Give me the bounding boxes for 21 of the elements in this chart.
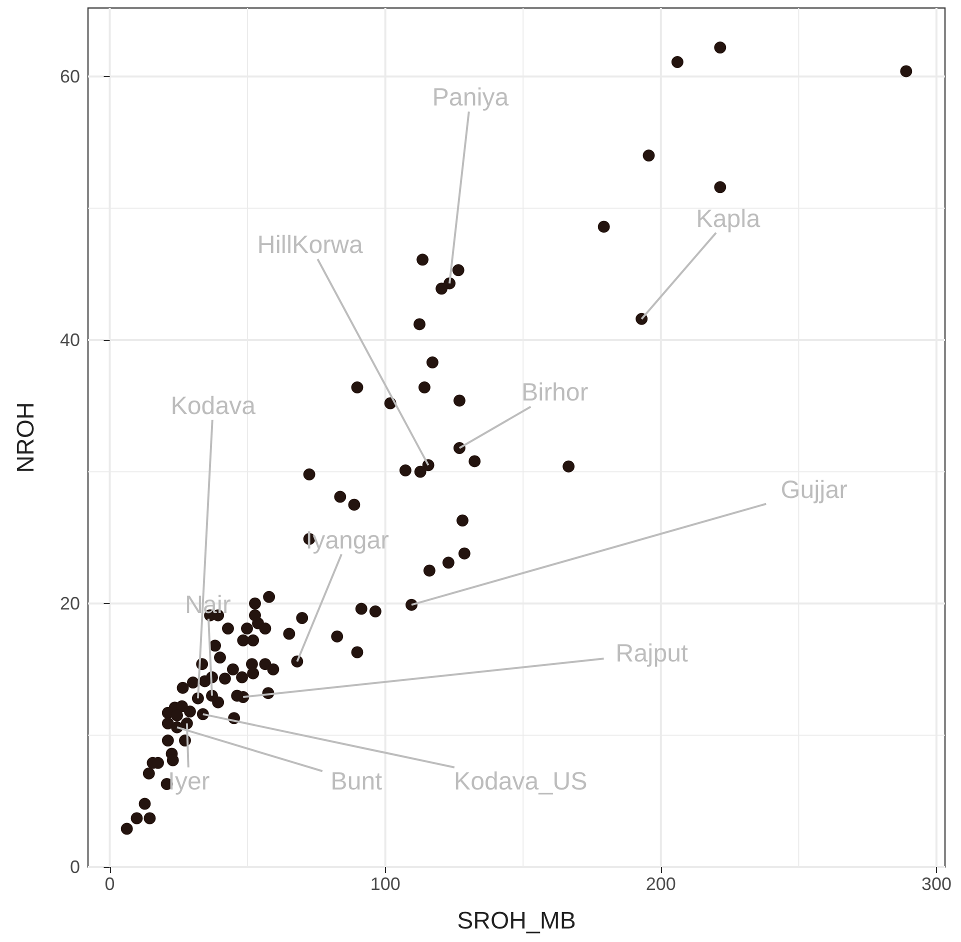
x-tick-label: 200 [646, 874, 676, 894]
annotation: Bunt [330, 767, 382, 796]
annotation: Rajput [616, 640, 688, 668]
annotation: Birhor [521, 378, 588, 407]
x-tick-label: 100 [370, 874, 400, 894]
y-tick-label: 40 [60, 330, 80, 350]
annotation: Kodava_US [454, 767, 588, 796]
y-tick-label: 20 [60, 594, 80, 614]
x-tick-label: 0 [104, 874, 115, 894]
annotation: Iyangar [306, 526, 389, 554]
y-axis-title: NROH [12, 402, 40, 473]
annotation: Kodava [170, 392, 256, 420]
annotation: Kapla [696, 204, 760, 233]
x-axis-title: SROH_MB [457, 908, 576, 934]
annotation: Iyer [168, 767, 210, 796]
annotation: Gujjar [780, 476, 848, 504]
y-tick-label: 0 [70, 857, 80, 877]
annotation: HillKorwa [257, 231, 363, 260]
y-tick-label: 60 [60, 66, 80, 87]
x-tick-label: 300 [921, 874, 952, 894]
annotation: Paniya [432, 84, 509, 112]
